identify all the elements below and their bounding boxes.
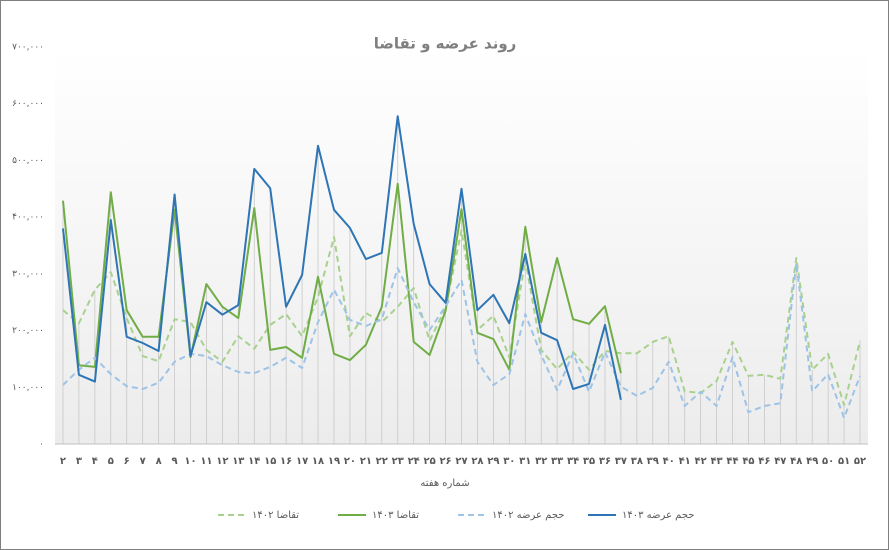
x-tick-label: ۳۷ — [615, 456, 627, 467]
series-line — [62, 115, 622, 401]
x-tick-label: ۳۱ — [519, 456, 531, 467]
x-tick-label: ۲۲ — [376, 456, 388, 467]
x-tick-label: ۴۲ — [695, 456, 707, 467]
x-tick-label: ۴۹ — [806, 456, 818, 467]
y-tick-label: ۵۰۰,۰۰۰ — [12, 156, 44, 166]
x-tick-label: ۳۹ — [647, 456, 659, 467]
y-tick-label: ۱۰۰,۰۰۰ — [12, 383, 44, 393]
x-tick-label: ۳۳ — [551, 456, 563, 467]
x-tick-label: ۴ — [92, 456, 98, 467]
x-tick-label: ۴۷ — [774, 456, 786, 467]
x-tick-label: ۳۶ — [599, 456, 611, 467]
x-tick-label: ۳۸ — [631, 456, 643, 467]
x-tick-label: ۳۵ — [583, 456, 595, 467]
x-tick-label: ۱۳ — [232, 456, 244, 467]
x-tick-label: ۹ — [172, 456, 178, 467]
x-tick-label: ۵۱ — [838, 456, 850, 467]
x-tick-label: ۳۴ — [567, 456, 579, 467]
legend-label: حجم عرضه ۱۴۰۳ — [622, 510, 694, 521]
series-line — [62, 182, 622, 374]
x-tick-label: ۵۲ — [854, 456, 866, 467]
x-tick-label: ۳ — [76, 456, 82, 467]
x-tick-label: ۷ — [140, 456, 146, 467]
x-tick-label: ۲۸ — [471, 456, 483, 467]
x-tick-label: ۱۷ — [296, 456, 308, 467]
y-tick-label: ۰ — [39, 440, 44, 450]
x-tick-label: ۴۸ — [790, 456, 802, 467]
x-tick-label: ۴۱ — [679, 456, 691, 467]
x-tick-label: ۴۴ — [726, 456, 738, 467]
series-line — [62, 229, 861, 406]
x-tick-label: ۴۵ — [742, 456, 754, 467]
x-tick-label: ۶ — [124, 456, 130, 467]
x-tick-label: ۵ — [108, 456, 114, 467]
x-tick-label: ۴۶ — [758, 456, 770, 467]
x-tick-label: ۲۰ — [344, 456, 356, 467]
x-tick-label: ۲ — [60, 456, 66, 467]
x-tick-label: ۲۶ — [439, 456, 451, 467]
legend-label: حجم عرضه ۱۴۰۲ — [492, 510, 564, 521]
y-tick-label: ۳۰۰,۰۰۰ — [12, 269, 44, 279]
y-tick-label: ۲۰۰,۰۰۰ — [12, 326, 44, 336]
x-tick-label: ۱۸ — [312, 456, 324, 467]
x-tick-label: ۱۹ — [328, 456, 340, 467]
x-tick-label: ۱۲ — [216, 456, 228, 467]
x-tick-label: ۱۴ — [248, 456, 260, 467]
x-tick-label: ۴۰ — [663, 456, 675, 467]
legend-label: تقاضا ۱۴۰۲ — [252, 510, 299, 521]
y-tick-label: ۶۰۰,۰۰۰ — [12, 99, 44, 109]
x-tick-label: ۸ — [156, 456, 162, 467]
x-tick-label: ۱۵ — [264, 456, 276, 467]
x-tick-label: ۳۰ — [503, 456, 515, 467]
x-tick-label: ۱۶ — [280, 456, 292, 467]
x-tick-label: ۲۴ — [408, 456, 420, 467]
x-tick-label: ۲۱ — [360, 456, 372, 467]
x-tick-label: ۵۰ — [822, 456, 834, 467]
x-tick-label: ۲۷ — [455, 456, 467, 467]
legend-label: تقاضا ۱۴۰۳ — [372, 510, 419, 521]
x-tick-label: ۱۰ — [184, 456, 196, 467]
x-tick-label: ۲۹ — [487, 456, 499, 467]
chart-title: روند عرضه و تقاضا — [374, 35, 517, 53]
y-tick-label: ۷۰۰,۰۰۰ — [12, 43, 44, 53]
x-tick-label: ۱۱ — [200, 456, 212, 467]
x-tick-label: ۳۲ — [535, 456, 547, 467]
x-axis-label: شماره هفته — [420, 478, 469, 489]
x-tick-label: ۲۵ — [424, 456, 436, 467]
x-tick-label: ۴۳ — [710, 456, 722, 467]
x-tick-label: ۲۳ — [392, 456, 404, 467]
y-tick-label: ۴۰۰,۰۰۰ — [12, 213, 44, 223]
